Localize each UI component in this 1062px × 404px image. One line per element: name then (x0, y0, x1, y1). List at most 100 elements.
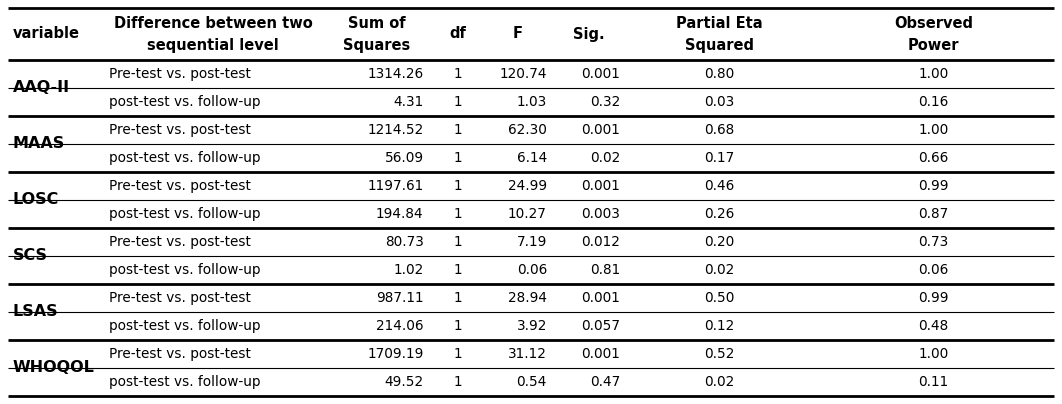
Text: 1.00: 1.00 (919, 123, 948, 137)
Text: 49.52: 49.52 (384, 375, 424, 389)
Text: Power: Power (908, 38, 959, 53)
Text: Observed: Observed (894, 16, 973, 31)
Text: 0.012: 0.012 (581, 235, 620, 249)
Text: 0.02: 0.02 (589, 151, 620, 165)
Text: 0.48: 0.48 (919, 319, 948, 333)
Text: 0.46: 0.46 (704, 179, 735, 193)
Text: 0.001: 0.001 (581, 123, 620, 137)
Text: Sig.: Sig. (572, 27, 604, 42)
Text: Pre-test vs. post-test: Pre-test vs. post-test (109, 235, 251, 249)
Text: 10.27: 10.27 (508, 207, 547, 221)
Text: 194.84: 194.84 (376, 207, 424, 221)
Text: 1: 1 (453, 291, 462, 305)
Text: post-test vs. follow-up: post-test vs. follow-up (109, 319, 261, 333)
Text: 214.06: 214.06 (376, 319, 424, 333)
Text: 31.12: 31.12 (508, 347, 547, 361)
Text: 1197.61: 1197.61 (367, 179, 424, 193)
Text: df: df (449, 27, 466, 42)
Text: 1: 1 (453, 179, 462, 193)
Text: 1: 1 (453, 95, 462, 109)
Text: 0.52: 0.52 (704, 347, 735, 361)
Text: 0.003: 0.003 (581, 207, 620, 221)
Text: 80.73: 80.73 (384, 235, 424, 249)
Text: Squares: Squares (343, 38, 410, 53)
Text: 1: 1 (453, 67, 462, 81)
Text: 0.11: 0.11 (919, 375, 948, 389)
Text: 62.30: 62.30 (508, 123, 547, 137)
Text: Pre-test vs. post-test: Pre-test vs. post-test (109, 123, 251, 137)
Text: Pre-test vs. post-test: Pre-test vs. post-test (109, 347, 251, 361)
Text: 0.06: 0.06 (517, 263, 547, 277)
Text: post-test vs. follow-up: post-test vs. follow-up (109, 151, 261, 165)
Text: 0.99: 0.99 (919, 179, 949, 193)
Text: 0.87: 0.87 (919, 207, 948, 221)
Text: WHOQOL: WHOQOL (13, 360, 95, 375)
Text: post-test vs. follow-up: post-test vs. follow-up (109, 95, 261, 109)
Text: 1.00: 1.00 (919, 347, 948, 361)
Text: 0.02: 0.02 (704, 375, 735, 389)
Text: 0.12: 0.12 (704, 319, 735, 333)
Text: LSAS: LSAS (13, 305, 58, 320)
Text: MAAS: MAAS (13, 137, 65, 152)
Text: 1.00: 1.00 (919, 67, 948, 81)
Text: 987.11: 987.11 (376, 291, 424, 305)
Text: 3.92: 3.92 (516, 319, 547, 333)
Text: 1709.19: 1709.19 (367, 347, 424, 361)
Text: 0.02: 0.02 (704, 263, 735, 277)
Text: 0.20: 0.20 (704, 235, 735, 249)
Text: 0.81: 0.81 (589, 263, 620, 277)
Text: 24.99: 24.99 (508, 179, 547, 193)
Text: Pre-test vs. post-test: Pre-test vs. post-test (109, 291, 251, 305)
Text: Pre-test vs. post-test: Pre-test vs. post-test (109, 179, 251, 193)
Text: 1: 1 (453, 347, 462, 361)
Text: Partial Eta: Partial Eta (676, 16, 763, 31)
Text: 0.99: 0.99 (919, 291, 949, 305)
Text: Sum of: Sum of (348, 16, 406, 31)
Text: 0.54: 0.54 (516, 375, 547, 389)
Text: 1: 1 (453, 235, 462, 249)
Text: sequential level: sequential level (148, 38, 279, 53)
Text: LOSC: LOSC (13, 192, 59, 208)
Text: 0.68: 0.68 (704, 123, 735, 137)
Text: 0.80: 0.80 (704, 67, 735, 81)
Text: SCS: SCS (13, 248, 48, 263)
Text: 7.19: 7.19 (516, 235, 547, 249)
Text: 1214.52: 1214.52 (367, 123, 424, 137)
Text: 0.001: 0.001 (581, 179, 620, 193)
Text: 0.03: 0.03 (704, 95, 735, 109)
Text: 1: 1 (453, 319, 462, 333)
Text: 0.001: 0.001 (581, 347, 620, 361)
Text: 56.09: 56.09 (384, 151, 424, 165)
Text: 1: 1 (453, 375, 462, 389)
Text: Pre-test vs. post-test: Pre-test vs. post-test (109, 67, 251, 81)
Text: 0.16: 0.16 (919, 95, 948, 109)
Text: 0.001: 0.001 (581, 291, 620, 305)
Text: variable: variable (13, 27, 80, 42)
Text: 0.057: 0.057 (581, 319, 620, 333)
Text: 1: 1 (453, 263, 462, 277)
Text: 6.14: 6.14 (517, 151, 547, 165)
Text: 0.66: 0.66 (919, 151, 948, 165)
Text: 0.50: 0.50 (704, 291, 735, 305)
Text: Squared: Squared (685, 38, 754, 53)
Text: F: F (513, 27, 523, 42)
Text: 1.03: 1.03 (517, 95, 547, 109)
Text: 0.47: 0.47 (589, 375, 620, 389)
Text: 0.32: 0.32 (589, 95, 620, 109)
Text: 120.74: 120.74 (499, 67, 547, 81)
Text: 1: 1 (453, 207, 462, 221)
Text: 4.31: 4.31 (393, 95, 424, 109)
Text: Difference between two: Difference between two (114, 16, 312, 31)
Text: 0.17: 0.17 (704, 151, 735, 165)
Text: 0.001: 0.001 (581, 67, 620, 81)
Text: 1.02: 1.02 (393, 263, 424, 277)
Text: post-test vs. follow-up: post-test vs. follow-up (109, 263, 261, 277)
Text: post-test vs. follow-up: post-test vs. follow-up (109, 207, 261, 221)
Text: 1: 1 (453, 151, 462, 165)
Text: 28.94: 28.94 (508, 291, 547, 305)
Text: post-test vs. follow-up: post-test vs. follow-up (109, 375, 261, 389)
Text: 1: 1 (453, 123, 462, 137)
Text: 1314.26: 1314.26 (367, 67, 424, 81)
Text: 0.06: 0.06 (919, 263, 948, 277)
Text: 0.73: 0.73 (919, 235, 948, 249)
